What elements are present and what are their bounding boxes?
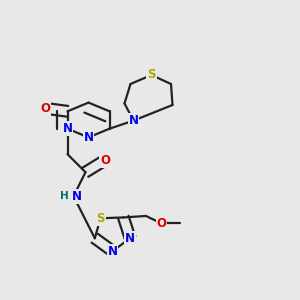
- Text: N: N: [107, 244, 118, 258]
- Text: O: O: [40, 102, 50, 115]
- Text: O: O: [100, 154, 110, 167]
- Text: S: S: [96, 212, 105, 225]
- Text: N: N: [128, 114, 139, 127]
- Text: N: N: [125, 232, 135, 245]
- Text: O: O: [157, 217, 166, 230]
- Text: S: S: [147, 68, 156, 82]
- Text: N: N: [62, 122, 73, 135]
- Text: N: N: [72, 190, 82, 203]
- Text: H: H: [60, 191, 69, 201]
- Text: N: N: [83, 131, 94, 144]
